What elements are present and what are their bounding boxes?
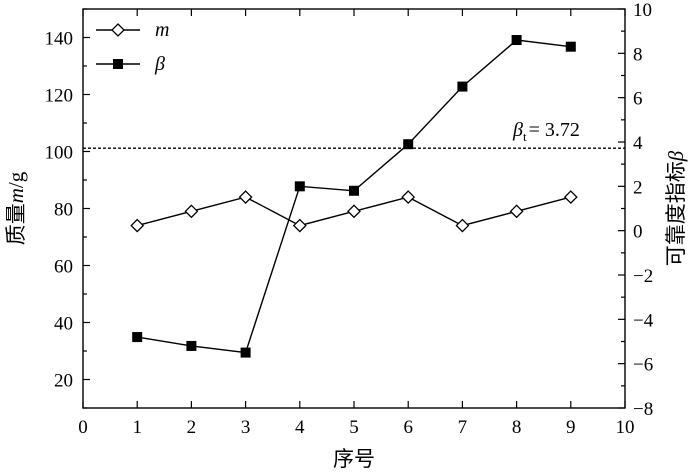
y-left-tick-label: 80: [54, 200, 73, 221]
legend-label-m: m: [155, 19, 169, 41]
data-point-m: [347, 204, 361, 219]
legend-marker-beta: [113, 59, 123, 69]
data-point-m: [184, 204, 199, 219]
y-right-tick-label: −8: [633, 399, 653, 420]
legend-label-beta: β: [154, 53, 165, 75]
data-point-m: [238, 190, 253, 205]
data-point-beta: [403, 139, 414, 150]
data-point-m: [401, 190, 416, 205]
data-point-m: [563, 190, 578, 205]
x-tick-label: 1: [132, 417, 142, 438]
y-right-tick-label: 8: [633, 44, 643, 65]
y-left-tick-label: 120: [45, 86, 74, 107]
y-right-axis-title: 可靠度指标β: [664, 150, 688, 266]
x-tick-label: 3: [241, 417, 251, 438]
y-left-tick-label: 20: [54, 371, 73, 392]
series-line-beta: [137, 39, 571, 354]
x-tick-label: 8: [512, 417, 522, 438]
y-left-tick-label: 60: [54, 257, 73, 278]
data-point-m: [292, 218, 307, 233]
y-right-tick-label: −2: [633, 266, 653, 287]
y-right-tick-label: 0: [633, 222, 643, 243]
y-right-tick-label: −4: [633, 310, 654, 331]
y-left-tick-label: 100: [45, 143, 74, 164]
x-tick-label: 2: [187, 417, 197, 438]
data-point-beta: [186, 340, 197, 351]
y-right-tick-label: 6: [633, 89, 643, 110]
data-point-beta: [457, 81, 468, 92]
data-point-beta: [565, 41, 576, 52]
x-tick-label: 6: [403, 417, 413, 438]
reference-line-label: βt = 3.72: [512, 119, 580, 144]
data-point-m: [455, 218, 470, 233]
legend-marker-m: [111, 23, 125, 37]
data-point-m: [509, 204, 524, 219]
data-point-beta: [511, 35, 522, 46]
y-right-tick-label: 2: [633, 177, 643, 198]
y-left-tick-label: 40: [54, 314, 73, 335]
y-left-axis-title: 质量m/g: [4, 171, 28, 245]
data-point-m: [130, 218, 145, 233]
x-tick-label: 10: [616, 417, 635, 438]
y-right-tick-label: 4: [633, 133, 643, 154]
x-tick-label: 0: [78, 417, 88, 438]
data-point-beta: [240, 347, 251, 358]
data-point-beta: [132, 332, 143, 343]
y-left-tick-label: 140: [45, 29, 74, 50]
y-right-tick-label: −6: [633, 355, 653, 376]
data-point-beta: [294, 181, 305, 192]
x-tick-label: 7: [458, 417, 468, 438]
x-axis-title: 序号: [333, 447, 375, 471]
data-point-beta: [349, 185, 359, 196]
y-right-tick-label: 10: [633, 0, 652, 21]
x-tick-label: 9: [566, 417, 576, 438]
x-tick-label: 4: [295, 417, 305, 438]
x-tick-label: 5: [349, 417, 359, 438]
